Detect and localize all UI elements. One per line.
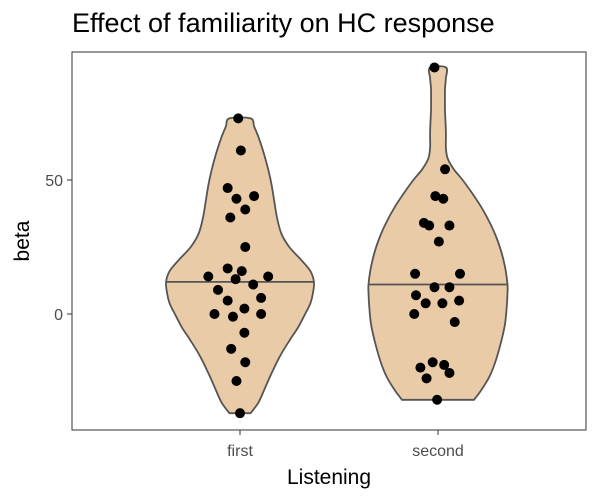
data-point-second-19 (427, 357, 438, 368)
data-point-second-22 (421, 373, 432, 384)
data-point-first-13 (213, 284, 223, 295)
data-point-second-10 (429, 282, 440, 293)
data-point-first-25 (235, 408, 245, 419)
data-point-first-1 (235, 145, 246, 156)
data-point-first-14 (248, 279, 259, 290)
data-point-second-18 (415, 362, 426, 373)
data-point-first-24 (231, 376, 242, 386)
x-axis-title: Listening (287, 466, 371, 489)
data-point-second-9 (455, 268, 465, 279)
data-point-first-9 (222, 263, 233, 274)
data-point-first-0 (233, 113, 244, 124)
data-point-first-17 (239, 303, 250, 314)
data-point-second-7 (433, 236, 444, 247)
plot-panel (71, 51, 587, 431)
data-point-second-11 (444, 282, 455, 293)
data-point-first-20 (256, 309, 267, 319)
data-point-first-19 (227, 311, 238, 322)
y-axis: 0 50 (45, 173, 72, 324)
data-point-second-23 (432, 394, 443, 405)
data-point-first-4 (249, 191, 260, 202)
data-point-first-16 (222, 295, 233, 306)
data-point-first-10 (230, 274, 241, 285)
data-point-second-16 (409, 309, 420, 319)
chart-title: Effect of familiarity on HC response (72, 8, 495, 38)
x-axis: first second (227, 430, 464, 460)
data-point-first-6 (240, 204, 251, 215)
data-point-second-6 (444, 220, 455, 231)
data-point-second-17 (449, 317, 460, 328)
data-point-second-21 (444, 367, 455, 378)
data-point-first-12 (263, 271, 274, 282)
y-tick-label: 0 (54, 307, 63, 324)
data-point-first-22 (226, 343, 237, 354)
data-point-first-23 (240, 357, 251, 368)
data-point-first-8 (203, 271, 214, 282)
data-point-second-0 (429, 62, 440, 73)
data-point-second-15 (454, 295, 465, 306)
data-point-first-2 (222, 183, 233, 194)
x-tick-label-second: second (412, 443, 464, 460)
data-point-first-21 (239, 327, 250, 338)
data-point-first-7 (240, 242, 251, 252)
data-point-first-5 (225, 212, 236, 223)
data-point-second-8 (410, 268, 421, 279)
data-point-second-12 (411, 290, 421, 301)
data-point-first-11 (236, 266, 247, 277)
x-tick-label-first: first (227, 443, 253, 460)
data-point-second-20 (439, 359, 450, 370)
data-point-second-14 (437, 298, 448, 309)
data-point-first-15 (256, 292, 267, 303)
y-axis-title: beta (11, 220, 34, 261)
data-point-second-13 (420, 298, 431, 309)
data-point-second-5 (424, 220, 435, 231)
points-layer (203, 62, 465, 419)
data-point-second-3 (438, 193, 449, 204)
data-point-second-2 (430, 191, 441, 202)
data-point-first-18 (209, 309, 220, 319)
data-point-first-3 (231, 193, 242, 204)
data-point-second-1 (440, 164, 451, 175)
y-tick-label: 50 (45, 173, 63, 190)
